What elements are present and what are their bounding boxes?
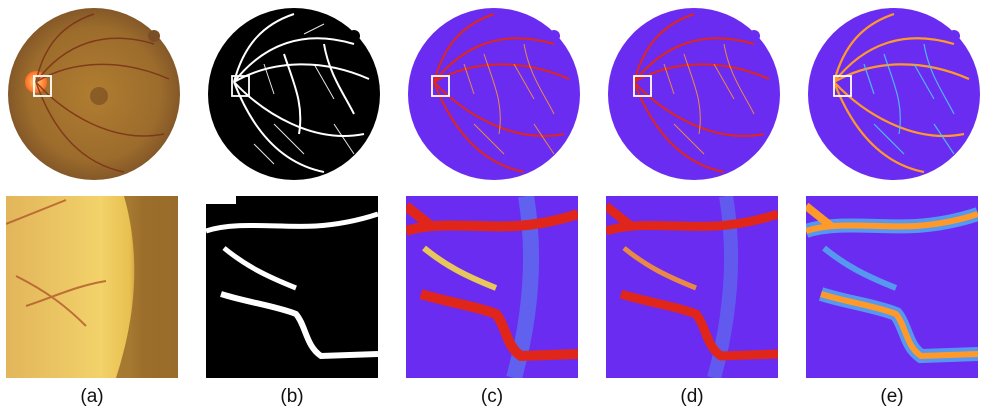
highlight-box bbox=[33, 75, 52, 97]
highlight-box bbox=[833, 75, 852, 97]
caption-c: (c) bbox=[480, 386, 504, 407]
highlight-box bbox=[431, 75, 450, 97]
mask-image-b bbox=[204, 4, 384, 184]
prob-map-d bbox=[604, 4, 784, 184]
zoom-crop-b bbox=[206, 196, 378, 378]
highlight-box bbox=[633, 75, 652, 97]
caption-a: (a) bbox=[80, 386, 104, 407]
zoom-crop-c bbox=[406, 196, 578, 378]
caption-e: (e) bbox=[880, 386, 904, 407]
zoom-crop-a bbox=[6, 196, 178, 378]
prob-map-e bbox=[804, 4, 984, 184]
zoom-crop-e bbox=[806, 196, 978, 378]
prob-map-c bbox=[404, 4, 584, 184]
highlight-box bbox=[231, 75, 250, 97]
caption-b: (b) bbox=[280, 386, 304, 407]
caption-d: (d) bbox=[680, 386, 704, 407]
fundus-image-a bbox=[4, 4, 184, 184]
zoom-crop-d bbox=[606, 196, 778, 378]
